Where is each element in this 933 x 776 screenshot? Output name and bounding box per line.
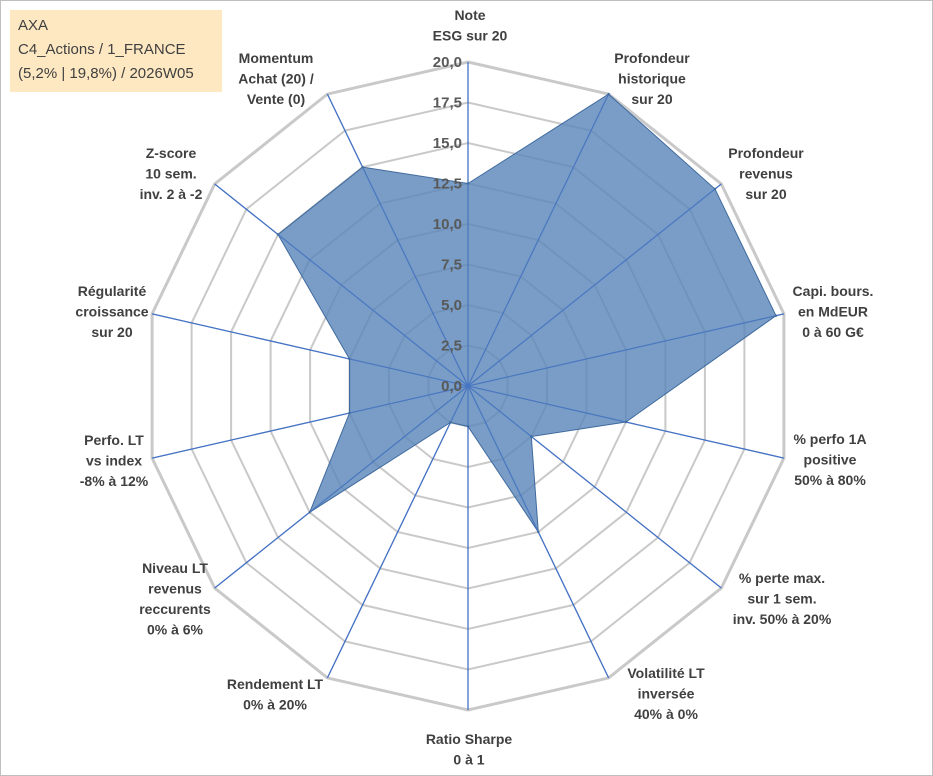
portfolio-label: C4_Actions / 1_FRANCE [18,41,186,58]
data-area [277,93,777,534]
axis-label: % perte max. sur 1 sem. inv. 50% à 20% [733,570,832,627]
tick-label: 7,5 [441,257,462,274]
axis-label-line: Profondeur [728,145,804,161]
axis-label-line: Note [454,7,485,23]
axis-spoke-overlay [326,93,469,387]
axis-label: Profondeur revenus sur 20 [728,145,804,202]
axis-label: Capi. bours. en MdEUR 0 à 60 G€ [793,283,874,340]
axis-label-line: Volatilité LT [627,665,705,681]
data-point [449,421,452,424]
axis-label-line: Niveau LT [142,560,208,576]
data-point [276,233,280,236]
axis-label-line: croissance [75,304,148,320]
stats-label: (5,2% | 19,8%) / 2026W05 [18,65,194,82]
axis-label: Z-score 10 sem. inv. 2 à -2 [140,145,203,202]
company-name: AXA [18,17,49,34]
info-box: AXA C4_Actions / 1_FRANCE (5,2% | 19,8%)… [10,10,222,92]
axis-label-line: 0% à 6% [147,622,204,638]
axis-spoke-overlay [467,313,785,387]
axis-label-line: sur 20 [631,91,672,107]
axis-spoke-overlay [467,385,722,589]
axis-label-line: revenus [739,166,793,182]
axis-label-line: vs index [86,453,142,469]
axis-label-line: sur 20 [91,324,132,340]
axis-label-line: 0 à 1 [453,752,484,768]
axis-spoke-overlay [214,385,469,589]
data-point [348,357,351,361]
axis-spoke-overlay [151,385,469,459]
data-point [361,165,364,169]
axis-spoke-overlay [467,93,610,387]
axis-label-line: 0% à 20% [243,697,307,713]
axis-label-line: positive [804,452,857,468]
axis-label-line: Vente (0) [247,91,305,107]
axis-label-line: reccurents [139,601,211,617]
tick-label: 15,0 [433,135,462,152]
axis-label-line: Ratio Sharpe [426,731,513,747]
data-point [537,530,540,534]
axis-label-line: inversée [638,686,695,702]
tick-label: 2,5 [441,338,462,355]
data-point [348,411,351,415]
axis-label-line: sur 1 sem. [747,591,816,607]
axis-label: Rendement LT 0% à 20% [227,676,324,713]
axis-label: Niveau LT revenus reccurents 0% à 6% [139,560,211,638]
axis-label-line: revenus [148,581,202,597]
tick-label: 17,5 [433,95,462,112]
data-point [774,314,778,317]
axis-spoke-overlay [151,313,469,387]
axis-label-line: Régularité [78,283,147,299]
axis-label: Volatilité LT inversée 40% à 0% [627,665,705,722]
axis-label: Note ESG sur 20 [433,7,508,44]
axis-label-line: inv. 50% à 20% [733,611,832,627]
axis-label-line: ESG sur 20 [433,28,508,44]
axis-label-line: 50% à 80% [794,472,866,488]
axis-label: % perfo 1A positive 50% à 80% [793,431,866,488]
tick-label: 12,5 [433,176,462,193]
axis-label-line: en MdEUR [798,304,868,320]
axis-label: Momentum Achat (20) / Vente (0) [238,50,314,107]
axis-label-line: 40% à 0% [634,706,698,722]
axis-label: Perfo. LT vs index -8% à 12% [80,432,149,489]
axis-label: Régularité croissance sur 20 [75,283,148,340]
tick-label: 20,0 [433,54,462,71]
data-point [530,435,533,438]
tick-label: 5,0 [441,297,462,314]
data-point [713,187,717,191]
axis-spoke-overlay [326,385,469,679]
data-point [466,182,470,185]
axis-label-line: % perte max. [739,570,825,586]
axis-label-line: sur 20 [745,186,786,202]
axis-label-line: Capi. bours. [793,283,874,299]
tick-label: 0,0 [441,378,462,395]
axis-label: Ratio Sharpe 0 à 1 [426,731,513,768]
data-point [624,420,628,424]
axis-label-line: inv. 2 à -2 [140,186,203,202]
axis-label-line: Perfo. LT [84,432,144,448]
axis-label-line: Rendement LT [227,676,324,692]
axis-label-line: 0 à 60 G€ [802,324,864,340]
data-point [308,511,311,514]
axis-label-line: Z-score [146,145,197,161]
axis-label-line: Achat (20) / [238,71,314,87]
data-point [466,425,470,428]
axis-label-line: 10 sem. [145,166,196,182]
axis-label: Profondeur historique sur 20 [614,50,690,107]
axis-label-line: -8% à 12% [80,473,149,489]
axis-spoke-overlay [214,183,469,387]
tick-label: 10,0 [433,216,462,233]
axis-label-line: historique [618,71,686,87]
axis-label-line: % perfo 1A [793,431,866,447]
data-point [607,92,610,96]
axis-label-line: Momentum [239,50,314,66]
axis-label-line: Profondeur [614,50,690,66]
axis-spoke-overlay [467,183,722,387]
